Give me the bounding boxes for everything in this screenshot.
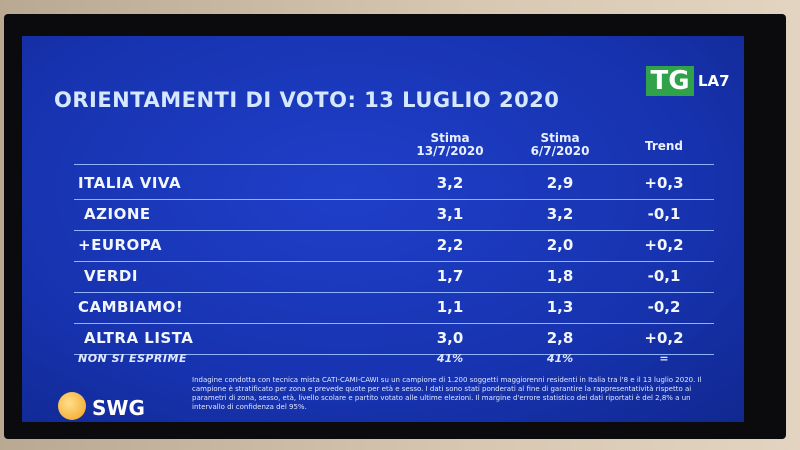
footnote: Indagine condotta con tecnica mista CATI… bbox=[192, 376, 702, 411]
row-rule bbox=[74, 323, 714, 324]
cell: 3,2 bbox=[546, 205, 574, 223]
row-rule bbox=[74, 199, 714, 200]
cell: 3,0 bbox=[436, 329, 464, 347]
row-label: ALTRA LISTA bbox=[84, 329, 194, 347]
row-rule bbox=[74, 292, 714, 293]
cell: 1,8 bbox=[546, 267, 574, 285]
row-rule bbox=[74, 230, 714, 231]
cell: 3,2 bbox=[436, 174, 464, 192]
row-label: NON SI ESPRIME bbox=[78, 352, 187, 365]
cell: 41% bbox=[546, 352, 574, 365]
column-header: Stima bbox=[430, 131, 470, 145]
brand: SWG bbox=[92, 396, 145, 420]
column-header: Stima bbox=[540, 131, 580, 145]
cell: = bbox=[659, 352, 669, 365]
cell: 2,2 bbox=[436, 236, 464, 254]
tv-screen: ORIENTAMENTI DI VOTO: 13 LUGLIO 2020 TG … bbox=[22, 36, 744, 422]
cell: 1,7 bbox=[436, 267, 464, 285]
title: ORIENTAMENTI DI VOTO: 13 LUGLIO 2020 bbox=[54, 88, 560, 112]
column-header: Trend bbox=[644, 139, 684, 153]
cell: 2,8 bbox=[546, 329, 574, 347]
row-label: VERDI bbox=[84, 267, 138, 285]
cell: 2,9 bbox=[546, 174, 574, 192]
logo-la7: LA7 bbox=[698, 72, 730, 90]
cell: +0,2 bbox=[644, 329, 684, 347]
cell: +0,3 bbox=[644, 174, 684, 192]
cell: 1,1 bbox=[436, 298, 464, 316]
row-label: CAMBIAMO! bbox=[78, 298, 184, 316]
cell: -0,1 bbox=[647, 267, 681, 285]
row-rule bbox=[74, 261, 714, 262]
cell: 41% bbox=[436, 352, 464, 365]
column-header: 13/7/2020 bbox=[416, 144, 484, 158]
cell: -0,1 bbox=[647, 205, 681, 223]
cell: 1,3 bbox=[546, 298, 574, 316]
row-label: AZIONE bbox=[84, 205, 151, 223]
cell: 3,1 bbox=[436, 205, 464, 223]
column-header: 6/7/2020 bbox=[530, 144, 590, 158]
logo-tg: TG bbox=[646, 66, 694, 96]
swg-globe bbox=[58, 392, 86, 420]
header-rule bbox=[74, 164, 714, 165]
cell: +0,2 bbox=[644, 236, 684, 254]
row-label: ITALIA VIVA bbox=[78, 174, 182, 192]
cell: 2,0 bbox=[546, 236, 574, 254]
row-rule bbox=[74, 354, 714, 355]
cell: -0,2 bbox=[647, 298, 681, 316]
row-label: +EUROPA bbox=[78, 236, 163, 254]
